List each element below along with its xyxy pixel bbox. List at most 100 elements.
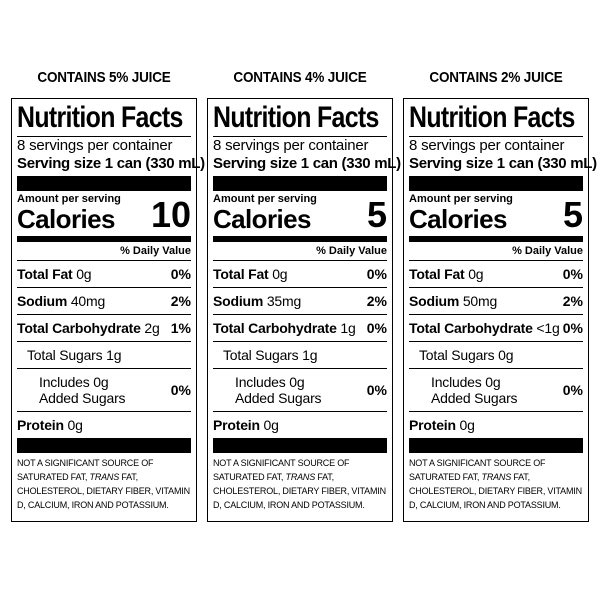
divider bbox=[17, 136, 191, 137]
nutrition-facts-label: Nutrition Facts 8 servings per container… bbox=[11, 98, 205, 522]
juice-heading: CONTAINS 5% JUICE bbox=[37, 69, 171, 86]
nutrient-label: Total Fat bbox=[213, 266, 269, 282]
daily-value: 2% bbox=[170, 293, 191, 309]
nutrient-amount: 0g bbox=[272, 266, 288, 282]
total-carbohydrate-row: Total Carbohydrate <1g 0% bbox=[409, 315, 583, 342]
nutrient-label: Total Carbohydrate bbox=[17, 320, 141, 336]
footnote-trans: TRANS bbox=[285, 472, 316, 482]
calories-value: 5 bbox=[366, 194, 387, 235]
daily-value: 0% bbox=[562, 320, 583, 336]
calories-value: 10 bbox=[150, 194, 191, 235]
daily-value: 0% bbox=[366, 382, 387, 398]
serving-size: Serving size 1 can (330 mL) bbox=[409, 155, 597, 172]
daily-value: 1% bbox=[170, 320, 191, 336]
medium-divider bbox=[17, 236, 191, 242]
calories-block: Amount per serving Calories 5 bbox=[409, 191, 583, 235]
total-sugars-row: Total Sugars 1g bbox=[213, 342, 387, 369]
nutrient-label: Total Fat bbox=[409, 266, 465, 282]
daily-value-header: % Daily Value bbox=[409, 242, 583, 261]
daily-value: 0% bbox=[366, 266, 387, 282]
total-sugars-row: Total Sugars 0g bbox=[409, 342, 583, 369]
daily-value: 0% bbox=[562, 382, 583, 398]
daily-value: 0% bbox=[170, 382, 191, 398]
added-sugars-line1: Includes 0g bbox=[431, 374, 501, 390]
daily-value: 0% bbox=[170, 266, 191, 282]
thick-divider bbox=[213, 438, 387, 453]
footnote-text: FAT, CHOLESTEROL, DIETARY FIBER, VITAMIN… bbox=[213, 472, 386, 510]
added-sugars-row: Includes 0g Added Sugars 0% bbox=[17, 369, 191, 412]
nutrient-amount: 0g bbox=[67, 417, 83, 433]
total-sugars: Total Sugars 0g bbox=[419, 347, 514, 363]
nutrient-label: Total Carbohydrate bbox=[213, 320, 337, 336]
medium-divider bbox=[409, 236, 583, 242]
calories-block: Amount per serving Calories 10 bbox=[17, 191, 191, 235]
calories-value: 5 bbox=[562, 194, 583, 235]
serving-size: Serving size 1 can (330 mL) bbox=[213, 155, 401, 172]
nutrient-label: Protein bbox=[409, 417, 456, 433]
protein-row: Protein 0g bbox=[17, 412, 191, 438]
nutrition-facts-label: Nutrition Facts 8 servings per container… bbox=[207, 98, 401, 522]
footnote-trans: TRANS bbox=[89, 472, 120, 482]
daily-value: 0% bbox=[562, 266, 583, 282]
thick-divider bbox=[213, 176, 387, 191]
amount-per-serving: Amount per serving bbox=[213, 193, 317, 205]
nutrient-amount: 0g bbox=[468, 266, 484, 282]
footnote-text: NOT A SIGNIFICANT SOURCE OF SATURATED FA… bbox=[409, 458, 546, 482]
servings-per-container: 8 servings per container bbox=[409, 137, 565, 154]
nutrient-amount: 50mg bbox=[462, 293, 498, 309]
label-title: Nutrition Facts bbox=[17, 101, 183, 134]
calories-label: Calories bbox=[409, 204, 507, 234]
amount-per-serving: Amount per serving bbox=[17, 193, 121, 205]
total-sugars: Total Sugars 1g bbox=[223, 347, 318, 363]
nutrient-amount: 1g bbox=[340, 320, 356, 336]
total-fat-row: Total Fat 0g 0% bbox=[213, 261, 387, 288]
daily-value-header: % Daily Value bbox=[213, 242, 387, 261]
footnote-text: NOT A SIGNIFICANT SOURCE OF SATURATED FA… bbox=[213, 458, 350, 482]
daily-value: 2% bbox=[366, 293, 387, 309]
protein-row: Protein 0g bbox=[213, 412, 387, 438]
calories-label: Calories bbox=[213, 204, 311, 234]
thick-divider bbox=[409, 176, 583, 191]
nutrition-panel-5pct: CONTAINS 5% JUICE Nutrition Facts 8 serv… bbox=[11, 66, 205, 522]
calories-label: Calories bbox=[17, 204, 115, 234]
nutrient-label: Protein bbox=[17, 417, 64, 433]
daily-value-header: % Daily Value bbox=[17, 242, 191, 261]
added-sugars-row: Includes 0g Added Sugars 0% bbox=[409, 369, 583, 412]
medium-divider bbox=[213, 236, 387, 242]
thick-divider bbox=[409, 438, 583, 453]
added-sugars-line2: Added Sugars bbox=[235, 390, 322, 406]
nutrient-label: Sodium bbox=[409, 293, 460, 309]
footnote-text: FAT, CHOLESTEROL, DIETARY FIBER, VITAMIN… bbox=[409, 472, 582, 510]
added-sugars-line2: Added Sugars bbox=[39, 390, 126, 406]
amount-per-serving: Amount per serving bbox=[409, 193, 513, 205]
footnote: NOT A SIGNIFICANT SOURCE OF SATURATED FA… bbox=[213, 456, 387, 512]
serving-size: Serving size 1 can (330 mL) bbox=[17, 155, 205, 172]
nutrient-amount: 40mg bbox=[70, 293, 106, 309]
nutrient-label: Sodium bbox=[17, 293, 68, 309]
nutrient-label: Total Fat bbox=[17, 266, 73, 282]
divider bbox=[409, 136, 583, 137]
added-sugars-line2: Added Sugars bbox=[431, 390, 518, 406]
protein-row: Protein 0g bbox=[409, 412, 583, 438]
nutrition-panel-2pct: CONTAINS 2% JUICE Nutrition Facts 8 serv… bbox=[403, 66, 597, 522]
daily-value: 2% bbox=[562, 293, 583, 309]
footnote: NOT A SIGNIFICANT SOURCE OF SATURATED FA… bbox=[409, 456, 583, 512]
nutrient-amount: <1g bbox=[536, 320, 560, 336]
label-title: Nutrition Facts bbox=[213, 101, 379, 134]
juice-heading: CONTAINS 2% JUICE bbox=[429, 69, 563, 86]
nutrient-amount: 0g bbox=[76, 266, 92, 282]
juice-heading: CONTAINS 4% JUICE bbox=[233, 69, 367, 86]
label-title: Nutrition Facts bbox=[409, 101, 575, 134]
calories-block: Amount per serving Calories 5 bbox=[213, 191, 387, 235]
footnote-trans: TRANS bbox=[481, 472, 512, 482]
daily-value: 0% bbox=[366, 320, 387, 336]
sodium-row: Sodium 35mg 2% bbox=[213, 288, 387, 315]
nutrient-amount: 0g bbox=[263, 417, 279, 433]
sodium-row: Sodium 40mg 2% bbox=[17, 288, 191, 315]
footnote-text: FAT, CHOLESTEROL, DIETARY FIBER, VITAMIN… bbox=[17, 472, 190, 510]
nutrient-label: Total Carbohydrate bbox=[409, 320, 533, 336]
total-sugars-row: Total Sugars 1g bbox=[17, 342, 191, 369]
total-carbohydrate-row: Total Carbohydrate 2g 1% bbox=[17, 315, 191, 342]
nutrient-amount: 2g bbox=[144, 320, 160, 336]
servings-per-container: 8 servings per container bbox=[17, 137, 173, 154]
